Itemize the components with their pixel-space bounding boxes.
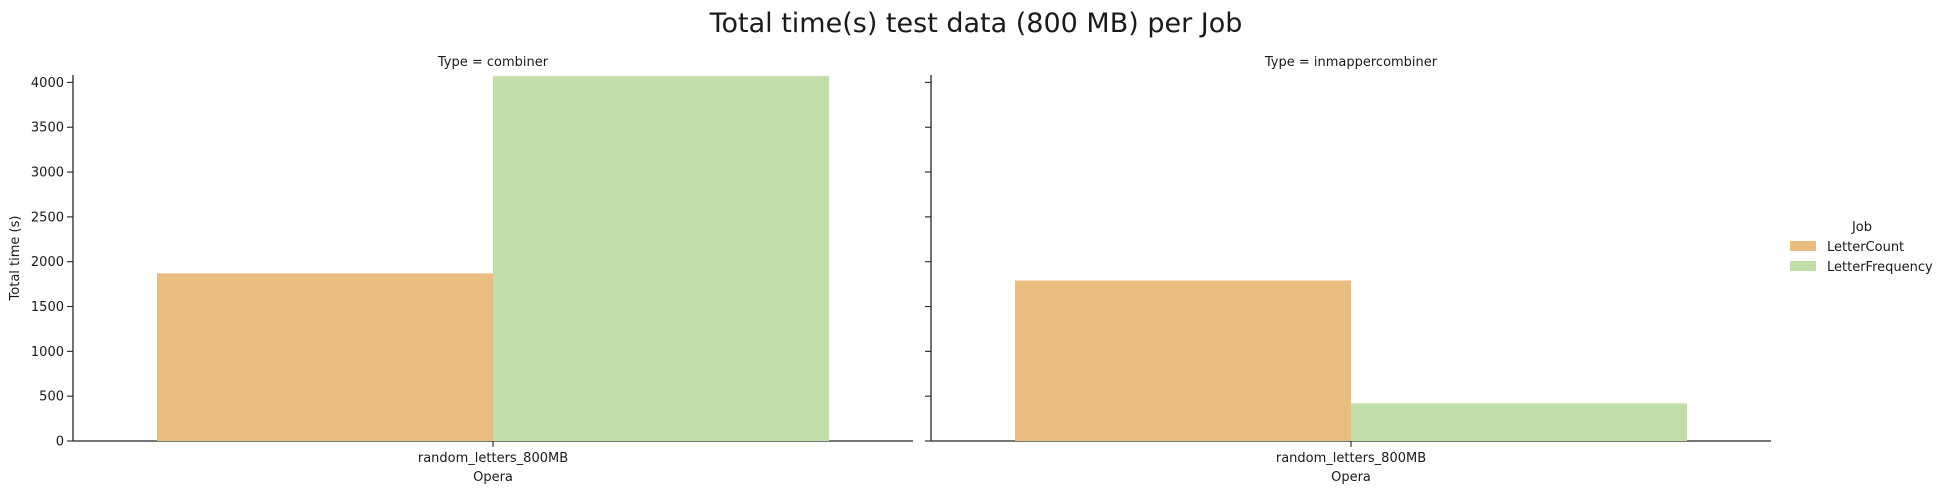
legend-title: Job [1851,220,1872,235]
legend: Job LetterCount LetterFrequency [1790,220,1933,275]
legend-swatch [1790,241,1816,251]
y-tick-label: 3000 [31,166,64,181]
y-tick-label: 4000 [31,76,64,91]
y-tick-label: 2500 [31,210,64,225]
x-axis-label: Opera [1331,470,1371,485]
y-axis-label: Total time (s) [8,216,23,302]
panel-2: Type = inmappercombiner random_letters_80… [925,55,1771,485]
y-tick-label: 1500 [31,300,64,315]
y-tick-label: 2000 [31,255,64,270]
x-tick-label: random_letters_800MB [418,451,568,466]
legend-swatch [1790,261,1816,271]
panel-title: Type = inmappercombiner [1264,55,1438,70]
y-tick-label: 1000 [31,345,64,360]
x-tick-label: random_letters_800MB [1276,451,1426,466]
bar-lettercount [1015,280,1351,441]
bar-letterfrequency [493,76,829,441]
y-tick-label: 500 [39,390,64,405]
bar-letterfrequency [1351,403,1687,441]
panel-1: Type = combiner 0 500 1000 1500 2000 2500 3000 3… [31,55,913,485]
legend-label: LetterFrequency [1827,260,1933,275]
chart-title: Total time(s) test data (800 MB) per Job [709,8,1243,39]
panel-title: Type = combiner [437,55,549,70]
x-axis-label: Opera [473,470,513,485]
bar-lettercount [157,273,493,441]
y-tick-label: 3500 [31,121,64,136]
chart-panels: Type = combiner 0 500 1000 1500 2000 2500 3000 3… [31,55,1771,485]
legend-label: LetterCount [1827,240,1904,255]
y-tick-label: 0 [56,435,64,450]
